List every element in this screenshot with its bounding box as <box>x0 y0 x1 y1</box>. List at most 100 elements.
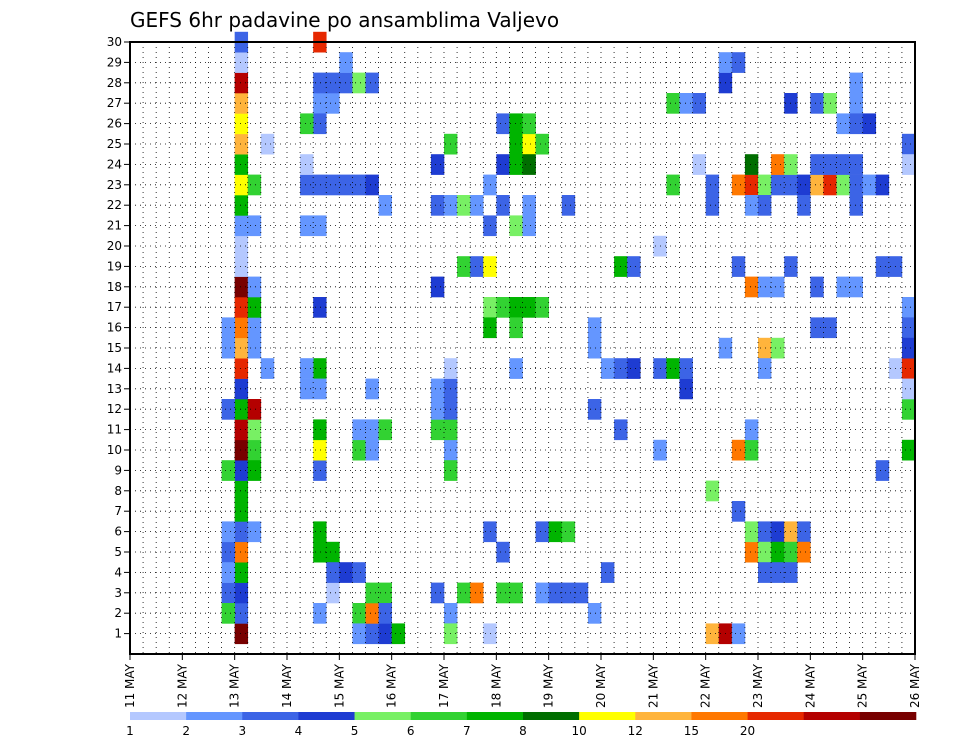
heatmap-cell <box>234 521 249 543</box>
y-tick-label: 12 <box>107 402 122 416</box>
x-tick-label: 19 MAY <box>542 663 556 708</box>
heatmap-cell <box>731 501 746 522</box>
heatmap-cell <box>771 174 785 196</box>
x-tick-label: 26 MAY <box>908 663 922 708</box>
heatmap-cell <box>522 113 536 135</box>
heatmap-cell <box>771 562 785 583</box>
heatmap-cell <box>234 195 249 216</box>
heatmap-cell <box>496 154 510 175</box>
heatmap-cell <box>587 317 602 339</box>
y-tick-label: 2 <box>114 606 122 620</box>
heatmap-cell <box>326 562 340 583</box>
heatmap-cell <box>234 378 249 400</box>
heatmap-cell <box>758 337 772 359</box>
heatmap-cell <box>522 154 536 175</box>
heatmap-cell <box>234 113 249 135</box>
heatmap-cell <box>705 174 720 196</box>
heatmap-cell <box>849 154 863 175</box>
heatmap-cell <box>326 93 340 114</box>
legend-swatch <box>242 712 299 720</box>
heatmap-cell <box>587 399 602 420</box>
y-tick-label: 21 <box>107 219 122 233</box>
heatmap-cell <box>339 52 353 73</box>
heatmap-cell <box>771 276 785 298</box>
heatmap-cell <box>744 174 759 196</box>
heatmap-cell <box>627 256 641 277</box>
heatmap-cell <box>758 521 772 543</box>
x-tick-label: 13 MAY <box>228 663 242 708</box>
heatmap-cell <box>247 439 262 461</box>
legend-swatch <box>691 712 748 720</box>
heatmap-cell <box>679 378 693 400</box>
heatmap-cell <box>797 174 811 196</box>
heatmap-cell <box>221 603 235 624</box>
heatmap-cell <box>758 358 772 379</box>
heatmap-cell <box>522 195 536 216</box>
y-tick-label: 6 <box>114 525 122 539</box>
y-tick-label: 29 <box>107 55 122 69</box>
x-tick-label: 14 MAY <box>280 663 294 708</box>
heatmap-cell <box>234 215 249 237</box>
heatmap-cell <box>627 358 641 379</box>
heatmap-cell <box>496 297 510 318</box>
y-tick-label: 17 <box>107 300 122 314</box>
heatmap-cell <box>234 582 249 604</box>
heatmap-cell <box>901 358 916 379</box>
heatmap-cell <box>247 174 262 196</box>
heatmap-cell <box>221 317 235 339</box>
heatmap-cell <box>300 358 314 379</box>
heatmap-cell <box>509 113 523 135</box>
heatmap-cell <box>731 439 746 461</box>
legend-label: 8 <box>519 724 527 738</box>
heatmap-cell <box>496 582 510 604</box>
heatmap-cell <box>875 256 890 277</box>
heatmap-cell <box>758 174 772 196</box>
y-tick-label: 27 <box>107 96 122 110</box>
legend-label: 20 <box>740 724 755 738</box>
heatmap-cell <box>234 276 249 298</box>
heatmap-cell <box>561 195 576 216</box>
heatmap-cell <box>326 541 340 563</box>
heatmap-cell <box>234 174 249 196</box>
heatmap-cell <box>901 337 916 359</box>
heatmap-cell <box>247 419 262 441</box>
y-axis-ticks: 1234567891011121314151617181920212223242… <box>107 35 130 641</box>
heatmap-cell <box>430 276 445 298</box>
heatmap-cell <box>509 582 523 604</box>
heatmap-cell <box>247 276 262 298</box>
heatmap-cell <box>692 154 706 175</box>
heatmap-cell <box>758 562 772 583</box>
heatmap-cell <box>352 439 366 461</box>
heatmap-cell <box>483 623 497 645</box>
heatmap-cell <box>744 419 759 441</box>
legend-swatch <box>410 712 468 720</box>
heatmap-cell <box>901 439 916 461</box>
legend-swatch <box>579 712 636 720</box>
heatmap-cell <box>509 154 523 175</box>
heatmap-cell <box>666 93 680 114</box>
y-tick-label: 8 <box>114 484 122 498</box>
heatmap-cell <box>430 419 445 441</box>
heatmap-cell <box>496 195 510 216</box>
heatmap-cell <box>339 562 353 583</box>
heatmap-cell <box>352 174 366 196</box>
heatmap-cell <box>352 72 366 94</box>
heatmap-cell <box>797 541 811 563</box>
heatmap-cell <box>365 623 379 645</box>
heatmap-cell <box>313 72 327 94</box>
legend-swatch <box>803 712 861 720</box>
heatmap-cell <box>666 358 680 379</box>
heatmap-cell <box>365 419 379 441</box>
y-tick-label: 26 <box>107 117 122 131</box>
heatmap-cell <box>365 582 379 604</box>
legend-label: 15 <box>684 724 699 738</box>
heatmap-cell <box>234 501 249 522</box>
heatmap-cell <box>234 337 249 359</box>
heatmap-cell <box>509 358 523 379</box>
legend-swatch <box>747 712 805 720</box>
heatmap-cell <box>862 113 877 135</box>
heatmap-cell <box>744 541 759 563</box>
heatmap-cell <box>483 297 497 318</box>
chart-title: GEFS 6hr padavine po ansamblima Valjevo <box>130 8 559 32</box>
